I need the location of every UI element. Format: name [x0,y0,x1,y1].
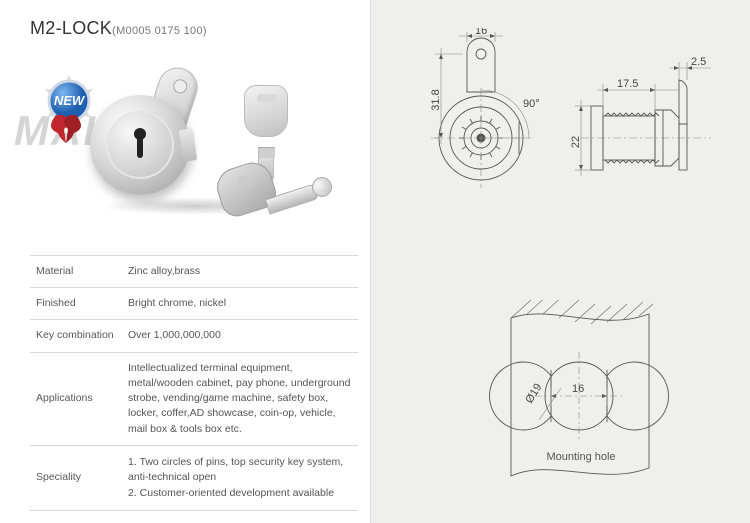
dim-flat: 16 [572,383,584,395]
dim-front-h: 31.8 [430,89,442,110]
left-panel: M2-LOCK(M0005 0175 100) MAKE® NEW [0,0,370,523]
technical-drawings: 90° 16 31.8 [371,0,750,523]
hero-image: MAKE® NEW [30,45,370,245]
spec-value: Over 1,000,000,000 [122,320,358,352]
spec-value: Intellectualized terminal equipment, met… [122,352,358,445]
product-sheet: M2-LOCK(M0005 0175 100) MAKE® NEW [0,0,750,523]
drawing-mounting: 16 Ø19 Mounting hole [481,300,681,500]
right-panel: 90° 16 31.8 [370,0,750,523]
spec-value: Bright chrome, nickel [122,288,358,320]
spec-row: FinishedBright chrome, nickel [30,288,358,320]
mounting-label: Mounting hole [546,451,615,463]
badge-text: NEW [54,93,86,108]
spec-table: MaterialZinc alloy,brassFinishedBright c… [30,255,358,511]
spec-row: Key combinationOver 1,000,000,000 [30,320,358,352]
spec-row: MaterialZinc alloy,brass [30,256,358,288]
drawing-front: 90° 16 31.8 [411,28,551,198]
dim-ring: Ø19 [523,382,544,406]
dim-front-w: 16 [475,28,487,37]
lock-photo [90,95,190,195]
dim-angle: 90° [523,98,540,110]
spec-label: Speciality [30,445,122,511]
spec-label: Material [30,256,122,288]
spec-label: Finished [30,288,122,320]
spec-label: Key combination [30,320,122,352]
spec-row: ApplicationsIntellectualized terminal eq… [30,352,358,445]
drawing-side: 2.5 17.5 22 [561,28,731,198]
dim-face: 22 [570,136,582,148]
spec-value: 1. Two circles of pins, top security key… [122,445,358,511]
dim-body: 17.5 [617,78,638,90]
key-angled [218,165,274,213]
spec-label: Applications [30,352,122,445]
model-name: M2-LOCK [30,18,112,38]
spec-row: Speciality1. Two circles of pins, top se… [30,445,358,511]
lock-barrel [90,95,190,195]
dim-overhang: 2.5 [691,56,706,68]
model-code: (M0005 0175 100) [112,25,207,37]
lock-flat [179,128,197,162]
lock-keyway [137,132,143,158]
spec-value: Zinc alloy,brass [122,256,358,288]
new-badge: NEW [36,73,102,145]
title-block: M2-LOCK(M0005 0175 100) [30,18,358,39]
